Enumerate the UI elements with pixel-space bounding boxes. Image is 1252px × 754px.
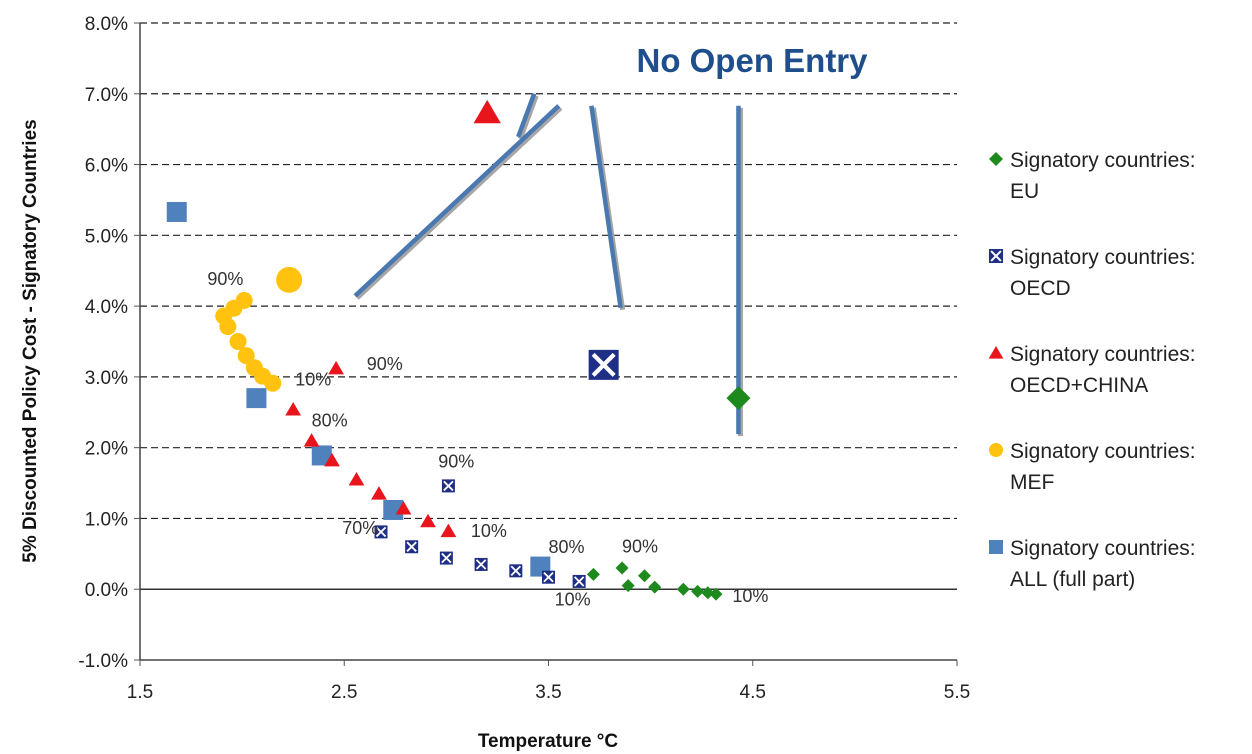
x-tick-label: 3.5 <box>535 682 561 703</box>
legend-entry: MEF <box>1010 471 1054 494</box>
y-tick-label: 2.0% <box>85 439 128 460</box>
point-label: 10% <box>555 590 591 610</box>
data-point <box>638 569 651 582</box>
data-point <box>440 552 453 565</box>
x-tick-label: 5.5 <box>944 682 970 703</box>
data-point <box>509 564 522 577</box>
data-point <box>230 333 247 350</box>
data-point <box>475 558 488 571</box>
open-entry-point <box>589 350 619 380</box>
legend-marker <box>989 540 1003 554</box>
legend-entry: Signatory countries: <box>1010 440 1196 463</box>
data-point <box>304 433 320 447</box>
data-point <box>542 571 555 584</box>
legend-entry: OECD+CHINA <box>1010 374 1148 397</box>
y-tick-label: 1.0% <box>85 509 128 530</box>
point-label: 90% <box>207 269 243 289</box>
point-label: 90% <box>622 536 658 556</box>
callout-line-shadow <box>357 108 561 298</box>
legend-marker <box>989 249 1003 263</box>
y-tick-label: 6.0% <box>85 156 128 177</box>
data-point <box>285 402 301 416</box>
legend-entry: ALL (full part) <box>1010 568 1135 591</box>
y-tick-label: -1.0% <box>78 651 128 672</box>
y-tick-label: 4.0% <box>85 297 128 318</box>
open-entry-point <box>474 100 501 123</box>
point-label: 70% <box>342 518 378 538</box>
legend-entry: EU <box>1010 180 1039 203</box>
legend-marker <box>989 152 1003 166</box>
no-open-entry-callout-lines <box>355 94 740 436</box>
x-tick-label: 4.5 <box>740 682 766 703</box>
legend-entry: Signatory countries: <box>1010 149 1196 172</box>
data-point <box>405 540 418 553</box>
data-point <box>573 575 586 588</box>
y-tick-label: 5.0% <box>85 226 128 247</box>
y-tick-label: 0.0% <box>85 580 128 601</box>
y-tick-label: 8.0% <box>85 14 128 35</box>
data-point <box>691 585 704 598</box>
data-point <box>648 581 661 594</box>
legend-marker <box>989 443 1003 457</box>
x-tick-label: 1.5 <box>127 682 153 703</box>
point-label: 80% <box>549 537 585 557</box>
data-points <box>167 100 751 601</box>
gridlines <box>140 23 957 518</box>
data-point <box>420 514 436 528</box>
point-label: 90% <box>367 354 403 374</box>
data-point <box>677 583 690 596</box>
y-tick-label: 3.0% <box>85 368 128 389</box>
data-point <box>441 524 457 538</box>
data-point <box>442 479 455 492</box>
data-point <box>264 375 281 392</box>
legend-entry: Signatory countries: <box>1010 537 1196 560</box>
point-label: 10% <box>295 369 331 389</box>
data-point <box>587 568 600 581</box>
open-entry-point <box>276 267 302 293</box>
data-point <box>349 472 365 486</box>
point-label: 10% <box>471 521 507 541</box>
data-point <box>167 202 187 222</box>
data-point <box>246 388 266 408</box>
callout-line <box>591 106 620 308</box>
x-tick-label: 2.5 <box>331 682 357 703</box>
y-tick-label: 7.0% <box>85 85 128 106</box>
callout-line <box>355 106 559 296</box>
data-point <box>371 486 387 500</box>
legend-entry: OECD <box>1010 277 1071 300</box>
point-label: 90% <box>438 451 474 471</box>
data-point <box>219 318 236 335</box>
legend: Signatory countries: EU Signatory countrie… <box>989 149 1196 591</box>
legend-entry: Signatory countries: <box>1010 246 1196 269</box>
legend-entry: Signatory countries: <box>1010 343 1196 366</box>
open-entry-point <box>726 386 750 410</box>
point-label: 80% <box>312 410 348 430</box>
point-label: 10% <box>732 586 768 606</box>
data-point <box>622 579 635 592</box>
no-open-entry-callout: No Open Entry <box>636 42 868 79</box>
point-labels: 90% 10% 90% 80% 90% 70% 10% 80% 90% 10% 10% <box>207 269 768 610</box>
y-axis-title: 5% Discounted Policy Cost - Signatory Co… <box>20 119 41 562</box>
legend-marker <box>989 346 1004 359</box>
x-axis-title: Temperature °C <box>478 731 619 752</box>
data-point <box>616 561 629 574</box>
